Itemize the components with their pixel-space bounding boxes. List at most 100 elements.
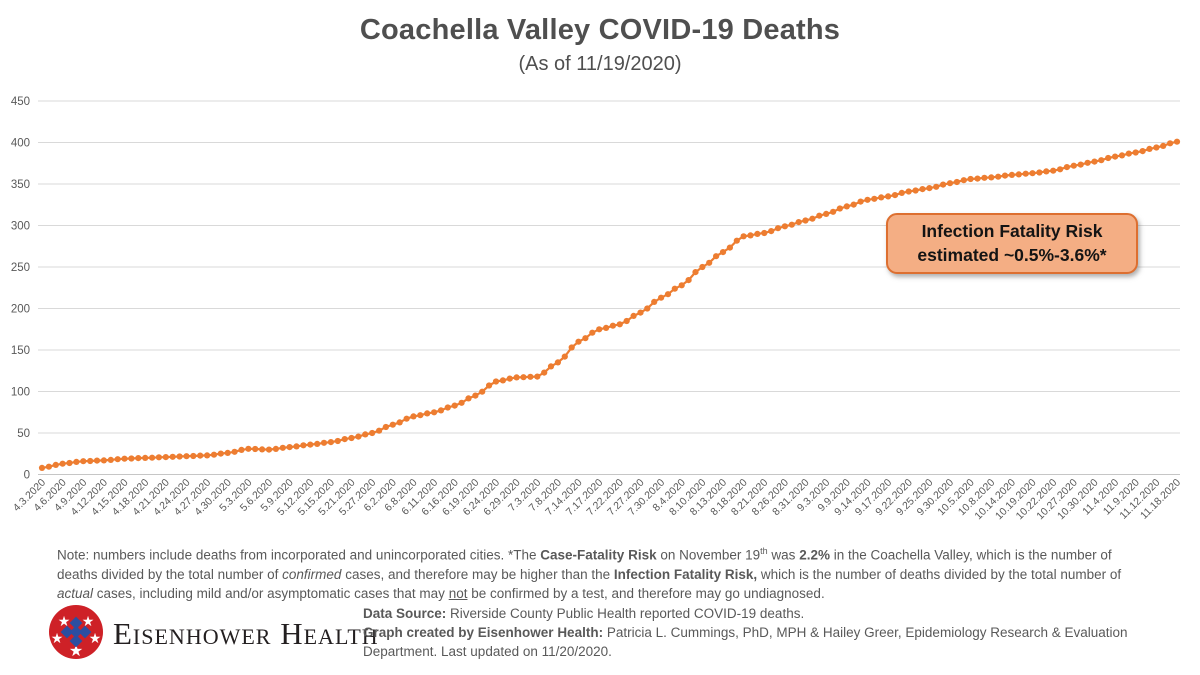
y-axis-tick-label: 300: [11, 221, 30, 233]
data-point-marker: [843, 203, 850, 210]
data-point-marker: [417, 412, 424, 419]
data-point-marker: [830, 208, 837, 215]
y-axis-tick-label: 150: [11, 345, 30, 357]
data-point-marker: [940, 181, 947, 188]
logo-star-icon: ★: [69, 643, 83, 660]
data-point-marker: [238, 446, 245, 453]
data-point-marker: [1050, 167, 1057, 174]
data-point-marker: [424, 410, 431, 417]
data-point-marker: [1036, 169, 1043, 176]
data-point-marker: [149, 454, 156, 461]
data-point-marker: [279, 444, 286, 451]
data-point-marker: [658, 294, 665, 301]
data-point-marker: [437, 407, 445, 414]
data-point-marker: [678, 282, 685, 289]
data-point-marker: [541, 369, 548, 376]
data-point-marker: [314, 440, 321, 447]
data-point-marker: [217, 450, 224, 457]
data-point-marker: [210, 451, 218, 458]
data-point-marker: [692, 269, 699, 276]
data-point-marker: [575, 338, 582, 345]
data-point-marker: [80, 458, 87, 465]
data-point-marker: [1043, 168, 1050, 175]
data-point-marker: [933, 183, 940, 190]
data-point-marker: [651, 298, 658, 305]
data-point-marker: [774, 225, 782, 232]
data-point-marker: [300, 442, 307, 449]
data-point-marker: [891, 192, 899, 199]
data-point-marker: [293, 443, 300, 450]
data-point-marker: [369, 429, 376, 437]
data-point-marker: [885, 193, 892, 200]
data-point-marker: [1167, 140, 1174, 147]
data-point-marker: [995, 173, 1002, 180]
data-point-marker: [871, 195, 878, 202]
covid-deaths-line-chart: 0501001502002503003504004504.3.20204.6.2…: [11, 96, 1183, 522]
data-point-marker: [410, 413, 417, 420]
data-point-marker: [486, 382, 493, 389]
callout-line-1: Infection Fatality Risk: [921, 221, 1103, 241]
data-point-marker: [1084, 159, 1091, 166]
data-point-marker: [93, 457, 101, 464]
y-axis-tick-label: 50: [17, 428, 30, 440]
data-point-marker: [568, 344, 575, 351]
deaths-series-line: [41, 140, 1178, 469]
data-point-marker: [1063, 164, 1070, 171]
data-point-marker: [451, 402, 458, 409]
data-point-marker: [685, 277, 692, 284]
data-point-marker: [376, 427, 383, 434]
data-point-marker: [864, 196, 871, 203]
data-point-marker: [348, 434, 355, 442]
data-point-marker: [1022, 170, 1029, 177]
data-point-marker: [1105, 154, 1112, 162]
data-point-marker: [768, 228, 775, 235]
data-point-marker: [334, 437, 341, 445]
data-point-marker: [1139, 148, 1146, 155]
data-point-marker: [1160, 142, 1167, 149]
y-axis-tick-label: 350: [11, 179, 30, 191]
data-point-marker: [389, 421, 396, 428]
y-axis-tick-label: 0: [24, 470, 30, 482]
data-point-marker: [265, 446, 273, 453]
eisenhower-health-logo: ★ ★ ★ ★ ★ Eisenhower Health: [48, 604, 379, 660]
data-point-marker: [609, 322, 617, 329]
chart-subtitle: (As of 11/19/2020): [518, 53, 682, 75]
data-point-marker: [630, 312, 637, 319]
data-point-marker: [534, 373, 541, 380]
data-point-marker: [754, 230, 761, 237]
data-point-marker: [527, 373, 534, 380]
data-point-marker: [664, 291, 672, 298]
logo-star-icon: ★: [89, 630, 102, 646]
callout-line-2: estimated ~0.5%-3.6%*: [917, 244, 1107, 265]
data-point-marker: [960, 177, 967, 184]
data-point-marker: [190, 452, 197, 460]
data-point-marker: [719, 249, 727, 256]
data-point-marker: [458, 399, 465, 406]
data-point-marker: [974, 175, 981, 182]
logo-wordmark: Eisenhower Health: [113, 615, 379, 651]
data-point-marker: [802, 217, 809, 224]
data-point-marker: [1057, 166, 1064, 173]
data-point-marker: [183, 453, 190, 460]
data-point-marker: [231, 448, 238, 455]
infection-fatality-risk-callout: Infection Fatality Risk estimated ~0.5%-…: [886, 213, 1138, 275]
data-point-marker: [169, 453, 176, 460]
chart-title: Coachella Valley COVID-19 Deaths: [359, 14, 841, 46]
data-point-marker: [520, 374, 527, 381]
data-point-marker: [967, 175, 974, 183]
data-point-marker: [272, 445, 279, 452]
data-point-marker: [465, 395, 472, 402]
data-point-marker: [286, 444, 293, 451]
data-point-marker: [355, 433, 362, 440]
y-axis-tick-label: 100: [11, 387, 30, 399]
data-point-marker: [795, 219, 802, 226]
data-point-marker: [740, 233, 747, 240]
data-point-marker: [981, 174, 988, 181]
data-point-marker: [644, 305, 651, 312]
data-point-marker: [52, 461, 59, 468]
data-point-marker: [307, 441, 314, 448]
data-point-marker: [162, 454, 169, 461]
data-point-marker: [857, 198, 864, 205]
graph-credit-line: Graph created by Eisenhower Health: Patr…: [363, 625, 1128, 660]
